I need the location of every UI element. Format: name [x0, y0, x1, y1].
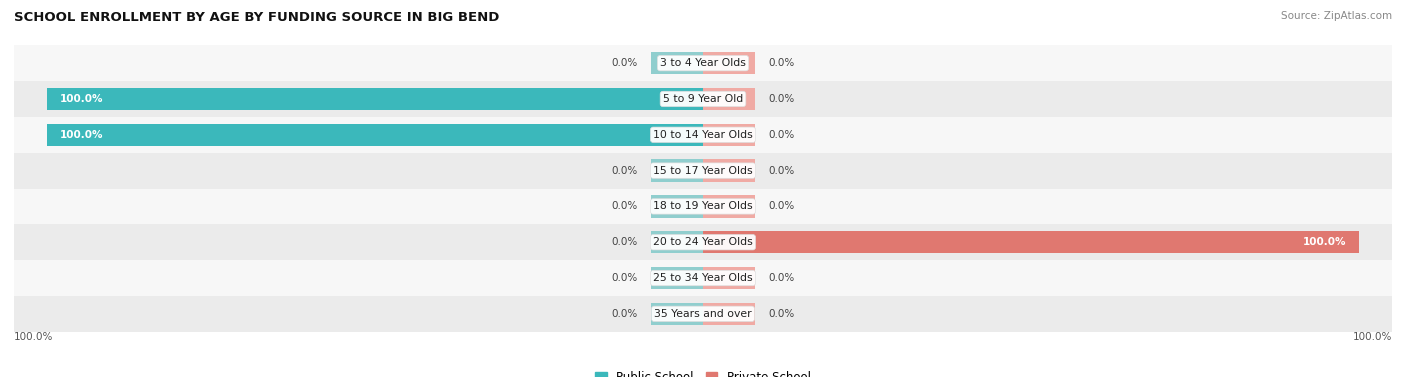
Text: 100.0%: 100.0% — [60, 130, 104, 140]
Text: 0.0%: 0.0% — [612, 201, 637, 211]
Text: 25 to 34 Year Olds: 25 to 34 Year Olds — [654, 273, 752, 283]
Text: 3 to 4 Year Olds: 3 to 4 Year Olds — [659, 58, 747, 68]
Bar — [703, 195, 755, 218]
Text: SCHOOL ENROLLMENT BY AGE BY FUNDING SOURCE IN BIG BEND: SCHOOL ENROLLMENT BY AGE BY FUNDING SOUR… — [14, 11, 499, 24]
Text: 18 to 19 Year Olds: 18 to 19 Year Olds — [654, 201, 752, 211]
Bar — [14, 117, 1392, 153]
Text: 20 to 24 Year Olds: 20 to 24 Year Olds — [654, 237, 752, 247]
Text: 0.0%: 0.0% — [612, 58, 637, 68]
Text: 0.0%: 0.0% — [612, 273, 637, 283]
Text: 0.0%: 0.0% — [769, 166, 794, 176]
Text: 100.0%: 100.0% — [14, 332, 53, 342]
Text: 0.0%: 0.0% — [769, 309, 794, 319]
Bar — [703, 52, 755, 74]
Bar — [703, 267, 755, 289]
Text: 0.0%: 0.0% — [769, 94, 794, 104]
Bar — [14, 224, 1392, 260]
Text: 5 to 9 Year Old: 5 to 9 Year Old — [662, 94, 744, 104]
Text: 0.0%: 0.0% — [769, 58, 794, 68]
Text: 35 Years and over: 35 Years and over — [654, 309, 752, 319]
Bar — [14, 45, 1392, 81]
Bar — [14, 153, 1392, 188]
Bar — [14, 260, 1392, 296]
Bar — [46, 124, 703, 146]
Text: 15 to 17 Year Olds: 15 to 17 Year Olds — [654, 166, 752, 176]
Text: 10 to 14 Year Olds: 10 to 14 Year Olds — [654, 130, 752, 140]
Text: 0.0%: 0.0% — [769, 130, 794, 140]
Text: 100.0%: 100.0% — [1353, 332, 1392, 342]
Bar — [14, 188, 1392, 224]
Bar — [651, 267, 703, 289]
Bar — [703, 303, 755, 325]
Bar — [703, 231, 1360, 253]
Bar — [651, 303, 703, 325]
Text: Source: ZipAtlas.com: Source: ZipAtlas.com — [1281, 11, 1392, 21]
Bar — [14, 296, 1392, 332]
Text: 100.0%: 100.0% — [60, 94, 104, 104]
Text: 0.0%: 0.0% — [612, 237, 637, 247]
Bar — [703, 159, 755, 182]
Text: 0.0%: 0.0% — [769, 273, 794, 283]
Bar — [703, 88, 755, 110]
Text: 0.0%: 0.0% — [612, 309, 637, 319]
Legend: Public School, Private School: Public School, Private School — [591, 366, 815, 377]
Bar — [651, 159, 703, 182]
Text: 0.0%: 0.0% — [612, 166, 637, 176]
Bar — [651, 52, 703, 74]
Bar — [46, 88, 703, 110]
Bar — [14, 81, 1392, 117]
Text: 0.0%: 0.0% — [769, 201, 794, 211]
Bar — [651, 195, 703, 218]
Bar — [703, 124, 755, 146]
Text: 100.0%: 100.0% — [1302, 237, 1346, 247]
Bar — [651, 231, 703, 253]
